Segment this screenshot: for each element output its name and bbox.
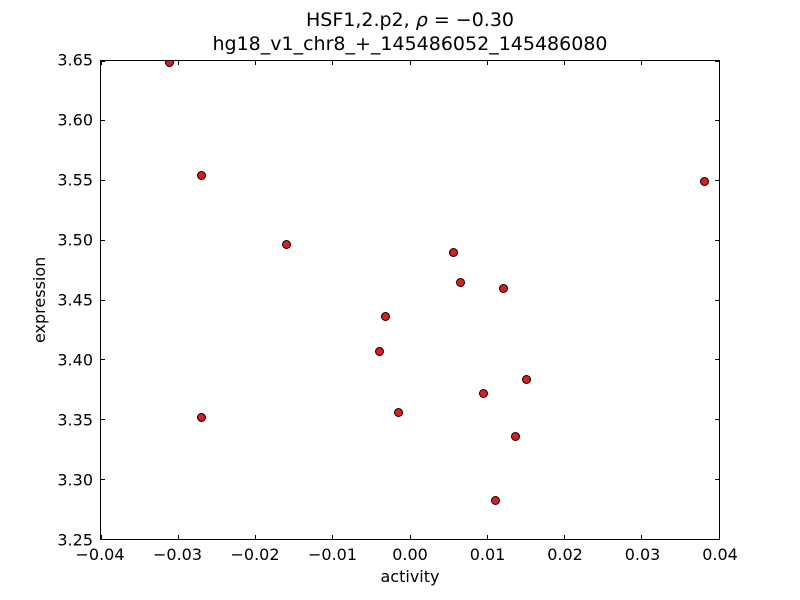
x-tick-mark xyxy=(255,535,256,539)
plot-area xyxy=(100,60,720,540)
x-tick-mark xyxy=(409,61,411,65)
x-tick-mark xyxy=(564,61,565,65)
y-tick-label: 3.60 xyxy=(57,110,93,130)
x-tick-label: −0.02 xyxy=(230,545,280,564)
y-tick-mark xyxy=(715,180,719,181)
data-point xyxy=(281,239,291,249)
x-tick-mark xyxy=(177,535,179,539)
y-tick-labels: 3.25 3.30 3.35 3.40 3.45 3.50 3.55 3.60 3.65 xyxy=(0,51,93,550)
y-tick-mark xyxy=(101,299,105,301)
x-tick-mark xyxy=(641,61,643,65)
y-tick-label: 3.40 xyxy=(57,350,93,370)
title-line-1: HSF1,2.p2, ρ = −0.30 xyxy=(100,8,720,32)
x-tick-label: 0.02 xyxy=(547,545,583,564)
data-point xyxy=(498,284,508,294)
x-axis-label: activity xyxy=(380,567,440,586)
y-tick-label: 3.45 xyxy=(57,290,93,310)
data-point xyxy=(700,176,710,186)
x-tick-labels: −0.04 −0.03 −0.02 −0.01 0.00 0.01 0.02 0.03 0.04 xyxy=(75,545,737,565)
x-tick-mark xyxy=(564,535,565,539)
x-tick-label: 0.01 xyxy=(469,545,506,564)
data-point xyxy=(393,408,403,418)
x-tick-mark xyxy=(332,535,334,539)
x-tick-label: 0.00 xyxy=(392,545,428,564)
x-tick-mark xyxy=(718,535,719,539)
title-rho-value: = −0.30 xyxy=(427,9,515,31)
y-tick-label: 3.30 xyxy=(57,470,93,490)
data-point xyxy=(521,374,531,384)
x-tick-label: 0.04 xyxy=(702,545,738,564)
x-tick-mark xyxy=(486,535,488,539)
x-tick-mark xyxy=(177,61,179,65)
x-tick-mark xyxy=(332,61,334,65)
y-tick-label: 3.50 xyxy=(57,230,93,250)
y-tick-mark xyxy=(715,478,719,480)
data-point xyxy=(381,311,391,321)
y-tick-label: 3.25 xyxy=(57,530,93,550)
chart-title: HSF1,2.p2, ρ = −0.30 hg18_v1_chr8_+_1454… xyxy=(100,8,720,56)
data-point xyxy=(375,347,385,357)
y-tick-mark xyxy=(715,538,719,539)
y-axis-label: expression xyxy=(30,256,49,344)
x-tick-mark xyxy=(641,535,643,539)
y-tick-mark xyxy=(101,61,105,62)
data-point xyxy=(511,432,521,442)
data-point xyxy=(164,61,174,68)
y-tick-mark xyxy=(101,419,105,420)
data-point xyxy=(456,278,466,288)
x-tick-mark xyxy=(409,535,411,539)
x-tick-label: −0.04 xyxy=(75,545,125,564)
y-tick-mark xyxy=(715,239,719,241)
y-tick-mark xyxy=(101,180,105,181)
x-tick-label: −0.03 xyxy=(152,545,203,564)
data-point xyxy=(449,248,459,258)
data-point xyxy=(196,413,206,423)
data-point xyxy=(490,495,500,505)
y-tick-mark xyxy=(101,120,105,122)
x-tick-mark xyxy=(101,61,102,65)
y-tick-mark xyxy=(715,359,719,361)
x-tick-mark xyxy=(255,61,256,65)
x-tick-mark xyxy=(486,61,488,65)
title-rho-symbol: ρ xyxy=(415,9,428,31)
y-tick-label: 3.35 xyxy=(57,410,93,430)
y-tick-mark xyxy=(715,120,719,122)
x-tick-mark xyxy=(718,61,719,65)
y-tick-mark xyxy=(101,538,105,539)
title-prefix: HSF1,2.p2, xyxy=(305,9,416,31)
y-tick-mark xyxy=(101,359,105,361)
data-point xyxy=(196,170,206,180)
x-tick-label: −0.01 xyxy=(307,545,358,564)
y-tick-mark xyxy=(715,61,719,62)
y-tick-mark xyxy=(101,239,105,241)
x-tick-label: 0.03 xyxy=(624,545,661,564)
y-tick-mark xyxy=(715,299,719,301)
title-line-2: hg18_v1_chr8_+_145486052_145486080 xyxy=(212,33,608,55)
data-point xyxy=(478,389,488,399)
y-tick-mark xyxy=(715,419,719,420)
x-tick-mark xyxy=(101,535,102,539)
y-tick-label: 3.65 xyxy=(57,50,93,70)
y-tick-label: 3.55 xyxy=(57,170,93,190)
y-tick-mark xyxy=(101,478,105,480)
